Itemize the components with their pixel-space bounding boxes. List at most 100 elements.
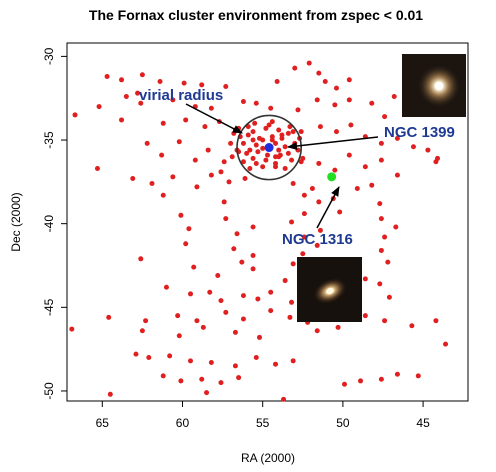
galaxy-point <box>285 130 291 136</box>
galaxy-point <box>255 296 261 302</box>
y-tick-label: -45 <box>42 298 56 316</box>
galaxy-point <box>183 241 189 247</box>
galaxy-point <box>391 94 397 100</box>
y-tick-label: -30 <box>42 47 56 65</box>
galaxy-point <box>341 381 347 387</box>
galaxy-point <box>290 181 296 187</box>
chart-title: The Fornax cluster environment from zspe… <box>89 7 423 23</box>
galaxy-point <box>223 216 229 222</box>
galaxy-point <box>378 216 384 222</box>
y-tick-label: -50 <box>42 382 56 400</box>
galaxy-point <box>268 289 274 295</box>
galaxy-point <box>260 164 266 170</box>
galaxy-point <box>240 159 246 165</box>
galaxy-point <box>273 361 279 367</box>
galaxy-point <box>273 140 279 146</box>
plot-frame <box>66 42 469 402</box>
galaxy-point <box>378 140 384 146</box>
galaxy-point <box>378 157 384 163</box>
x-tick-label: 50 <box>336 416 350 430</box>
galaxy-point <box>228 140 234 146</box>
galaxy-point <box>306 60 312 66</box>
galaxy-point <box>130 176 136 182</box>
galaxy-point <box>242 176 248 182</box>
ngc1399-label: NGC 1399 <box>384 124 455 141</box>
galaxy-point <box>255 149 261 155</box>
ngc1399-marker <box>264 143 274 153</box>
galaxy-point <box>245 132 251 138</box>
galaxy-point <box>382 318 388 324</box>
galaxy-point <box>394 371 400 377</box>
galaxy-point <box>292 140 298 146</box>
galaxy-point <box>316 199 322 205</box>
galaxy-point <box>236 375 242 381</box>
galaxy-point <box>170 97 176 103</box>
galaxy-point <box>266 122 272 128</box>
ngc1316-marker <box>327 172 337 182</box>
galaxy-point <box>186 226 192 232</box>
galaxy-point <box>433 318 439 324</box>
galaxy-point <box>348 122 354 128</box>
x-tick-label: 55 <box>256 416 270 430</box>
galaxy-point <box>208 105 214 111</box>
galaxy-point <box>119 77 125 83</box>
galaxy-point <box>354 186 360 192</box>
galaxy-point <box>163 284 169 290</box>
galaxy-point <box>443 341 449 347</box>
galaxy-point <box>385 259 391 265</box>
galaxy-point <box>268 105 274 111</box>
galaxy-point <box>204 390 210 396</box>
galaxy-point <box>316 70 322 76</box>
galaxy-point <box>226 179 232 185</box>
galaxy-point <box>218 380 224 386</box>
galaxy-point <box>382 234 388 240</box>
galaxy-point <box>183 117 189 123</box>
galaxy-point <box>96 104 102 110</box>
galaxy-point <box>139 72 145 78</box>
galaxy-point <box>260 145 266 151</box>
y-axis: -30 -35 -40 -45 -50 <box>42 47 67 400</box>
galaxy-point <box>188 291 194 297</box>
galaxy-point <box>200 324 206 330</box>
galaxy-point <box>282 278 288 284</box>
galaxy-point <box>146 355 152 361</box>
galaxy-point <box>410 144 416 150</box>
galaxy-point <box>253 100 259 106</box>
galaxy-point <box>317 124 323 130</box>
galaxy-point <box>301 211 307 217</box>
galaxy-point <box>269 137 275 143</box>
y-tick-label: -35 <box>42 131 56 149</box>
galaxy-point <box>250 129 256 135</box>
galaxy-point <box>337 209 343 215</box>
galaxy-point <box>143 318 149 324</box>
galaxy-point <box>282 144 288 150</box>
galaxy-point <box>221 159 227 165</box>
galaxy-point <box>358 378 364 384</box>
galaxy-point <box>188 358 194 364</box>
galaxy-point <box>218 169 224 175</box>
ngc1399-arrow <box>287 136 379 150</box>
ngc1316-label: NGC 1316 <box>282 231 353 248</box>
galaxy-point <box>194 318 200 324</box>
galaxy-point <box>362 164 368 170</box>
galaxy-point <box>250 137 256 143</box>
galaxy-point <box>202 124 208 130</box>
galaxy-point <box>199 82 205 88</box>
galaxy-point <box>314 242 320 248</box>
galaxy-point <box>94 165 100 171</box>
galaxy-point <box>215 273 221 279</box>
galaxy-point <box>181 80 187 86</box>
galaxy-point <box>160 120 166 126</box>
galaxy-point <box>240 293 246 299</box>
virial-radius-circle <box>236 114 302 181</box>
galaxy-point <box>276 147 282 153</box>
galaxy-point <box>273 160 279 166</box>
galaxy-point <box>433 159 439 165</box>
virial-radius-label: virial radius <box>139 87 223 104</box>
galaxy-point <box>279 135 285 141</box>
galaxy-point <box>250 252 256 258</box>
galaxy-point <box>138 256 144 262</box>
y-tick-label: -40 <box>42 215 56 233</box>
galaxy-point <box>244 150 250 156</box>
galaxy-point <box>314 328 320 334</box>
